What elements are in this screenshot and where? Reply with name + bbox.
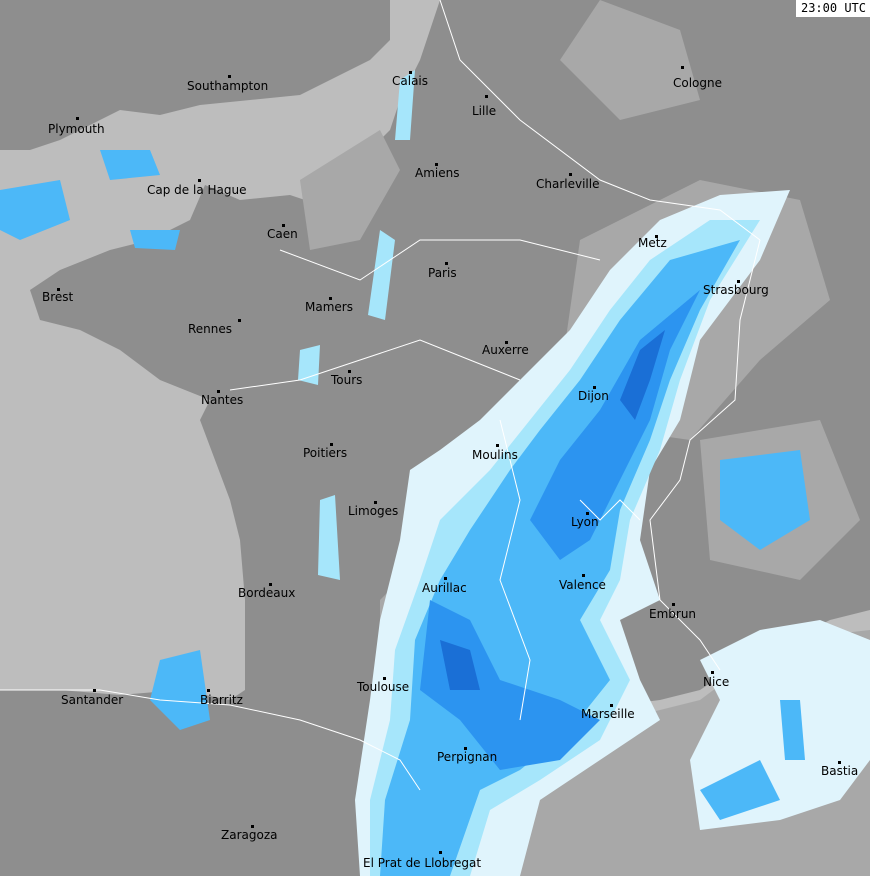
city-label: Nice: [703, 675, 730, 689]
city-label: Southampton: [187, 79, 269, 93]
city-label: Strasbourg: [703, 283, 769, 297]
borders-layer: [0, 0, 761, 791]
city-dot: [593, 386, 596, 389]
city-label: Plymouth: [48, 122, 105, 136]
city-dot: [329, 297, 332, 300]
city-dot: [76, 117, 79, 120]
city-label: Lyon: [571, 515, 599, 529]
city-dot: [445, 262, 448, 265]
city-label: Lille: [472, 104, 497, 118]
city-dot: [207, 689, 210, 692]
city-dot: [711, 671, 714, 674]
city-label: Caen: [267, 227, 298, 241]
city-dot: [737, 280, 740, 283]
city-label: Bastia: [821, 764, 859, 778]
city-label: Aurillac: [422, 581, 467, 595]
city-dot: [374, 501, 377, 504]
city-label: Calais: [392, 74, 429, 88]
city-label: Amiens: [415, 166, 460, 180]
city-label: Brest: [42, 290, 74, 304]
city-dot: [238, 319, 241, 322]
city-dot: [57, 288, 60, 291]
city-dot: [569, 173, 572, 176]
city-label: Marseille: [581, 707, 635, 721]
city-label: Moulins: [472, 448, 518, 462]
precipitation-layer: [0, 70, 870, 876]
timestamp-label: 23:00 UTC: [795, 0, 870, 17]
precip-biscay: [150, 450, 810, 820]
city-label: Perpignan: [437, 750, 498, 764]
city-dot: [439, 851, 442, 854]
city-label: Tours: [331, 373, 363, 387]
city-dot: [672, 603, 675, 606]
city-dot: [228, 75, 231, 78]
city-label: Valence: [559, 578, 606, 592]
city-label: Embrun: [649, 607, 697, 621]
land-england: [0, 0, 390, 150]
city-label: Poitiers: [303, 446, 348, 460]
precip-atlantic: [0, 150, 180, 250]
city-dot: [198, 179, 201, 182]
city-dot: [610, 704, 613, 707]
city-label: Santander: [61, 693, 124, 707]
city-dot: [586, 512, 589, 515]
city-label: Paris: [428, 266, 457, 280]
city-dot: [348, 370, 351, 373]
city-dot: [282, 224, 285, 227]
city-dot: [582, 574, 585, 577]
city-dot: [655, 235, 658, 238]
city-dot: [505, 341, 508, 344]
city-dot: [464, 747, 467, 750]
precip-channel: [298, 70, 415, 580]
city-label: Biarritz: [200, 693, 243, 707]
city-dot: [93, 689, 96, 692]
city-label: Rennes: [188, 322, 233, 336]
city-dot: [485, 95, 488, 98]
city-label: Limoges: [348, 504, 399, 518]
city-dot: [330, 443, 333, 446]
city-dot: [444, 577, 447, 580]
city-label: Charleville: [536, 177, 600, 191]
city-dot: [435, 163, 438, 166]
city-label: Toulouse: [357, 680, 410, 694]
city-dot: [496, 444, 499, 447]
precip-heavy-south: [420, 600, 600, 770]
city-label: Mamers: [305, 300, 353, 314]
precip-very-heavy: [620, 330, 665, 420]
city-label: Bordeaux: [238, 586, 296, 600]
city-label: Zaragoza: [221, 828, 278, 842]
precip-heavy: [530, 290, 700, 560]
city-dot: [269, 583, 272, 586]
city-label: Dijon: [578, 389, 609, 403]
city-dot: [681, 66, 684, 69]
city-label: Auxerre: [482, 343, 529, 357]
city-dot: [217, 390, 220, 393]
city-dot: [409, 71, 412, 74]
city-label: Metz: [638, 236, 667, 250]
city-dot: [383, 677, 386, 680]
precip-very-heavy-south: [440, 640, 480, 690]
city-label: Nantes: [201, 393, 244, 407]
city-label: El Prat de Llobregat: [363, 856, 482, 870]
city-dot: [838, 761, 841, 764]
city-dot: [251, 825, 254, 828]
city-label: Cap de la Hague: [147, 183, 247, 197]
city-label: Cologne: [673, 76, 723, 90]
